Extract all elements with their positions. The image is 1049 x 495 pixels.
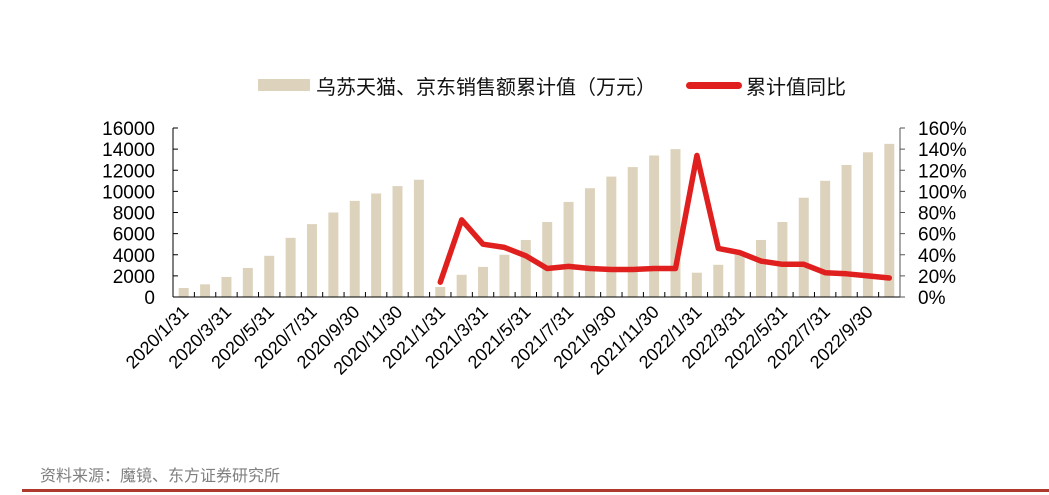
bar xyxy=(221,276,232,297)
right-y-tick-label: 80% xyxy=(918,204,956,225)
axes xyxy=(172,127,905,298)
bar xyxy=(691,272,702,297)
bar xyxy=(456,274,467,297)
bar xyxy=(413,179,424,297)
bar xyxy=(627,167,638,297)
right-y-tick-label: 120% xyxy=(918,161,967,182)
bar xyxy=(264,255,275,297)
bar xyxy=(670,149,681,297)
bar xyxy=(178,288,189,297)
right-y-tick-label: 160% xyxy=(918,119,967,140)
right-y-axis-labels: 0%20%40%60%80%100%120%140%160% xyxy=(918,119,967,309)
line-legend-swatch xyxy=(686,81,742,89)
left-y-tick-label: 12000 xyxy=(102,161,155,182)
bar xyxy=(734,254,745,297)
right-y-tick-label: 40% xyxy=(918,246,956,267)
left-y-tick-label: 0 xyxy=(144,288,155,309)
bar xyxy=(371,193,382,297)
bar xyxy=(349,200,360,297)
bar xyxy=(499,254,510,297)
bar xyxy=(756,239,767,297)
bar xyxy=(584,188,595,297)
left-y-tick-label: 2000 xyxy=(113,267,155,288)
bar xyxy=(328,212,339,297)
yoy-line xyxy=(437,152,893,285)
bar xyxy=(606,176,617,297)
bar xyxy=(713,264,724,297)
bar-legend-swatch xyxy=(258,79,310,91)
line-series xyxy=(437,152,893,285)
bar xyxy=(542,222,553,297)
left-y-tick-label: 6000 xyxy=(113,225,155,246)
bar xyxy=(841,164,852,297)
bar xyxy=(563,201,574,297)
bar-legend-label: 乌苏天猫、京东销售额累计值（万元） xyxy=(316,74,656,99)
left-y-tick-label: 4000 xyxy=(113,246,155,267)
right-y-tick-label: 60% xyxy=(918,225,956,246)
bar xyxy=(777,222,788,297)
bar-series xyxy=(178,143,895,297)
right-y-tick-label: 100% xyxy=(918,182,967,203)
bar xyxy=(798,197,809,297)
bar xyxy=(200,284,211,297)
bar xyxy=(285,237,296,297)
right-y-tick-label: 140% xyxy=(918,140,967,161)
bar xyxy=(884,143,895,297)
left-y-tick-label: 8000 xyxy=(113,204,155,225)
right-y-tick-label: 0% xyxy=(918,288,946,309)
bar xyxy=(306,224,317,297)
footer-divider xyxy=(22,489,1049,492)
right-y-tick-label: 20% xyxy=(918,267,956,288)
x-axis-labels: 2020/1/312020/3/312020/5/312020/7/312020… xyxy=(122,302,877,379)
bar xyxy=(392,186,403,297)
bar xyxy=(242,267,253,297)
bar xyxy=(478,266,489,297)
bar xyxy=(820,180,831,297)
legend: 乌苏天猫、京东销售额累计值（万元） 累计值同比 xyxy=(258,70,846,100)
bar xyxy=(520,239,531,297)
line-legend-label: 累计值同比 xyxy=(746,74,846,99)
left-y-tick-label: 10000 xyxy=(102,182,155,203)
source-note: 资料来源：魔镜、东方证券研究所 xyxy=(40,466,281,485)
bar xyxy=(862,152,873,297)
bar xyxy=(649,155,660,297)
bar xyxy=(435,286,446,297)
left-y-tick-label: 14000 xyxy=(102,140,155,161)
left-y-tick-label: 16000 xyxy=(102,119,155,140)
